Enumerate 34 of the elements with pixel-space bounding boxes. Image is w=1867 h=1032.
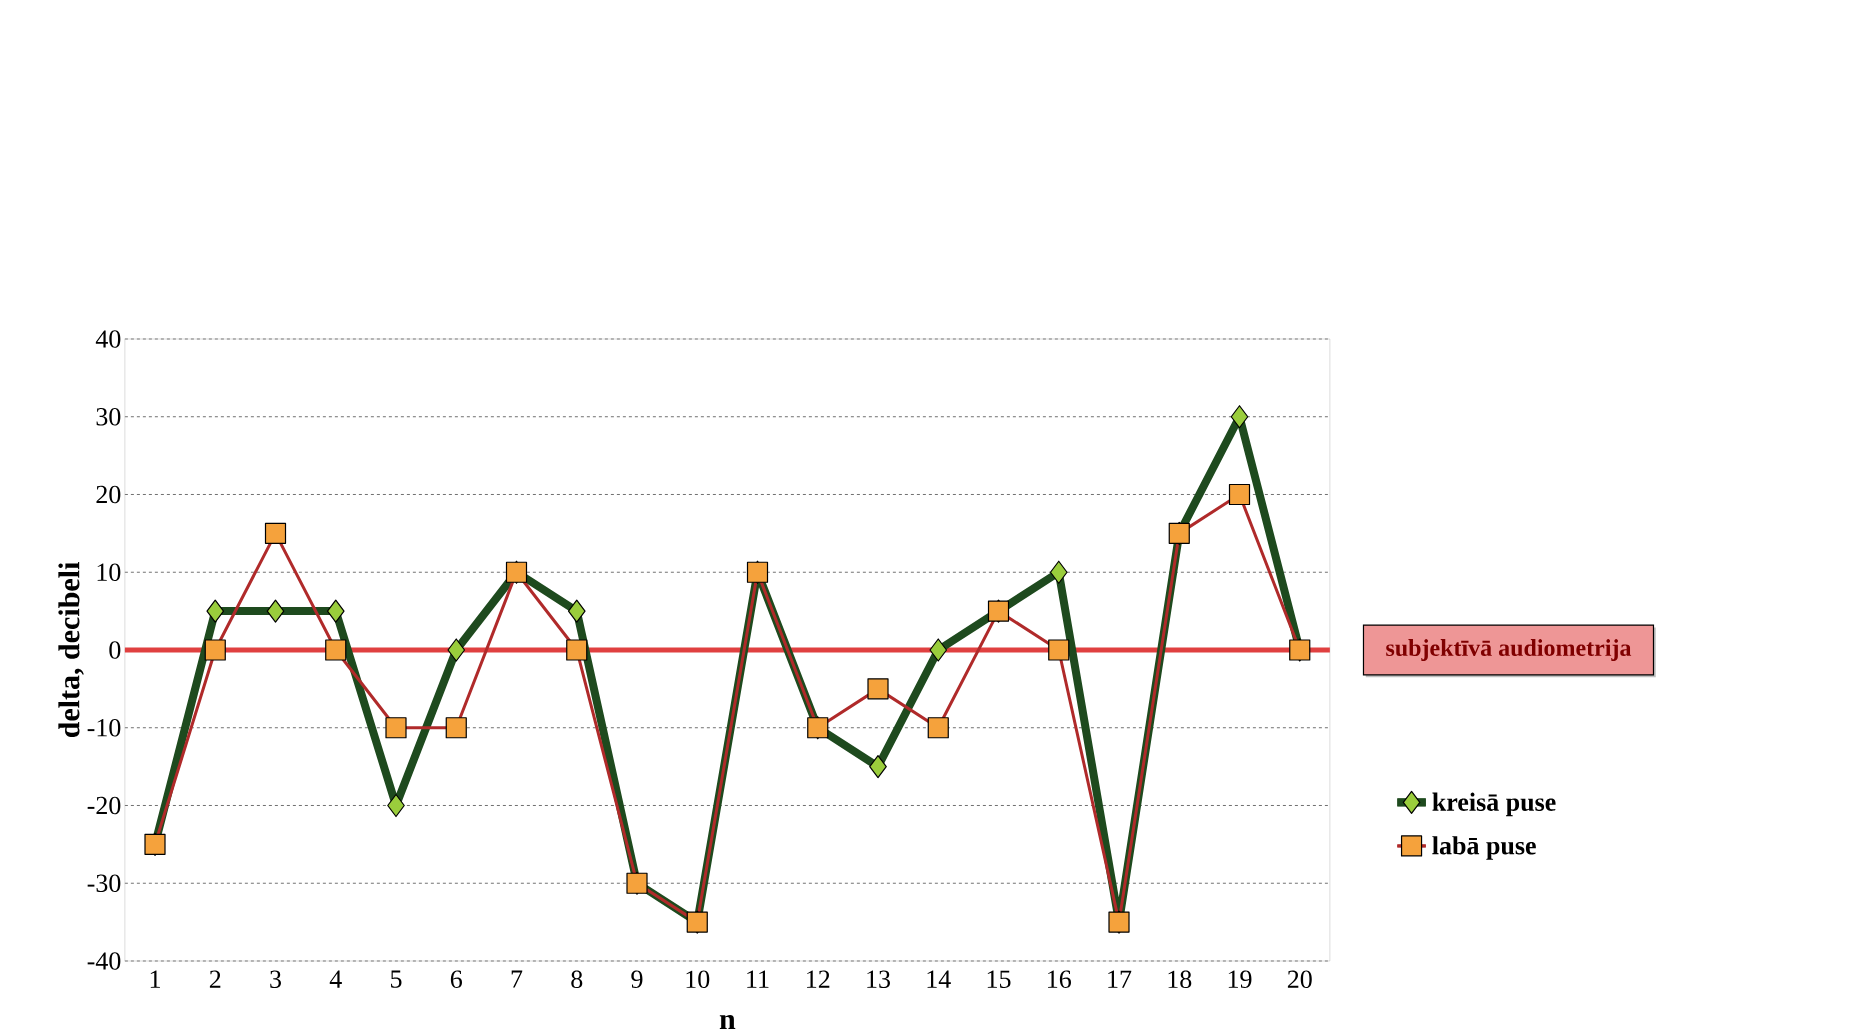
x-tick-label: 7 [511, 970, 523, 988]
y-axis-title: delta, decibeli [58, 561, 84, 737]
x-tick-label: 10 [686, 970, 710, 988]
y-tick-label: -20 [87, 796, 121, 815]
x-tick-label: 19 [1228, 970, 1252, 988]
x-tick-label: 13 [867, 970, 890, 988]
x-tick-label: 11 [747, 970, 769, 988]
x-tick-label: 4 [329, 970, 342, 988]
x-axis-title: n [719, 1014, 736, 1029]
y-tick-label: -40 [87, 952, 121, 970]
y-tick-label: 0 [109, 641, 121, 659]
x-tick-label: 1 [150, 970, 160, 988]
x-tick-label: 18 [1168, 970, 1192, 988]
legend-label: kreisā puse [1432, 792, 1556, 816]
y-tick-label: 30 [96, 407, 121, 426]
x-tick-label: 9 [631, 970, 643, 988]
x-tick-label: 15 [987, 970, 1011, 988]
ref-line-label: subjektīvā audiometrija [1386, 638, 1632, 661]
y-tick-label: 40 [95, 330, 121, 348]
x-tick-label: 6 [450, 970, 462, 988]
x-tick-label: 2 [209, 970, 221, 988]
x-tick-label: 20 [1287, 970, 1312, 988]
x-tick-label: 8 [571, 970, 583, 988]
x-tick-label: 3 [270, 970, 281, 988]
x-tick-label: 5 [391, 970, 402, 988]
x-tick-label: 14 [927, 970, 951, 988]
y-tick-label: 10 [97, 563, 121, 581]
legend-label: labā puse [1432, 835, 1536, 860]
y-tick-label: -10 [87, 718, 121, 737]
y-tick-label: -30 [87, 874, 121, 892]
x-tick-label: 12 [807, 970, 830, 988]
x-tick-label: 16 [1048, 970, 1071, 988]
x-tick-label: 17 [1108, 970, 1132, 988]
y-tick-label: 20 [96, 485, 121, 504]
